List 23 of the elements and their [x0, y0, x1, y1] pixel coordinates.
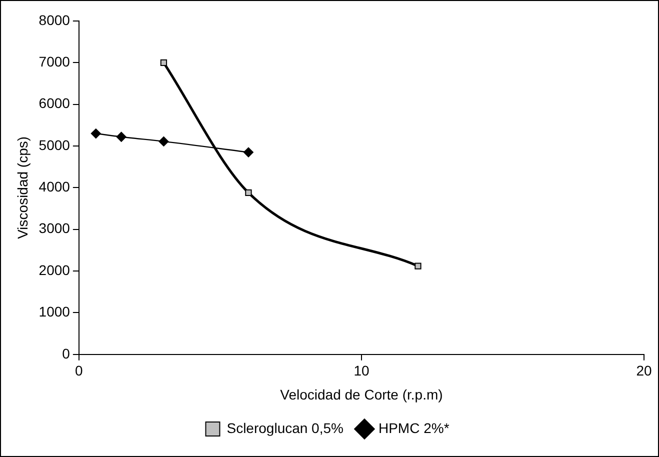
- x-tick-label: 20: [636, 362, 652, 379]
- point: [243, 147, 254, 158]
- point: [116, 132, 126, 142]
- point: [158, 136, 169, 146]
- point: [245, 189, 252, 196]
- x-axis-title: Velocidad de Corte (r.p.m): [280, 386, 443, 402]
- y-axis-title: Viscosidad (cps): [14, 136, 30, 239]
- y-tick-label: 3000: [38, 220, 70, 236]
- y-tick-label: 7000: [38, 54, 70, 70]
- point: [414, 262, 422, 270]
- legend-label: HPMC 2%*: [378, 420, 450, 436]
- point: [90, 128, 101, 139]
- y-tick-label: 1000: [38, 304, 70, 320]
- y-tick-label: 2000: [38, 262, 70, 278]
- legend-label: Scleroglucan 0,5%: [226, 420, 344, 436]
- y-tick-label: 6000: [38, 95, 70, 112]
- y-tick-label: 0: [62, 345, 70, 362]
- y-tick-label: 4000: [38, 178, 70, 195]
- x-tick-label: 0: [75, 362, 84, 379]
- y-tick-label: 8000: [38, 12, 70, 28]
- y-tick-label: 5000: [38, 136, 70, 153]
- x-tick-label: 10: [354, 362, 370, 379]
- point: [160, 59, 168, 66]
